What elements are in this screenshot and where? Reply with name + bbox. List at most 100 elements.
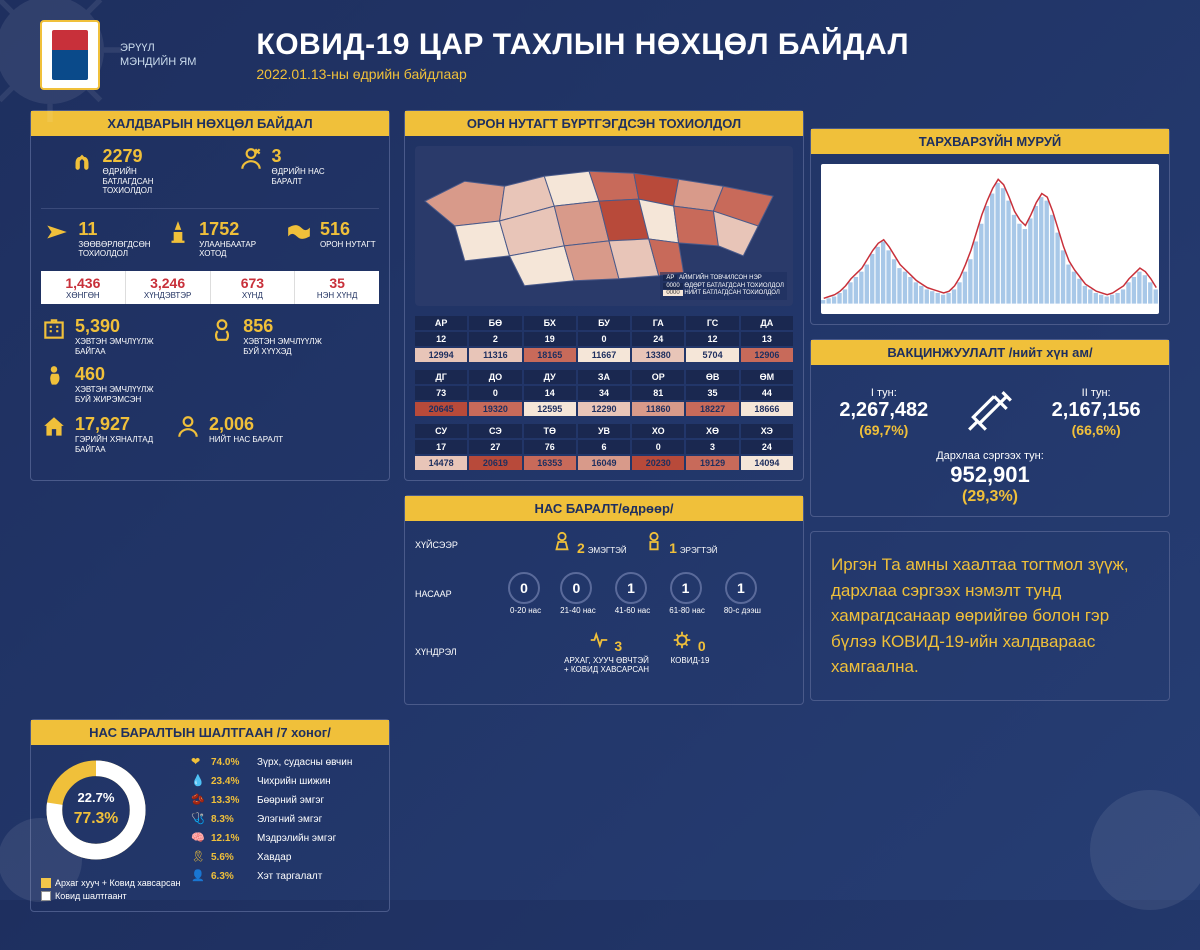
region-table: АРБӨБХБУГАГСДА12219024121312994113161816…	[415, 316, 793, 470]
heartbeat-icon	[588, 629, 610, 651]
stat-pregnant: 460ХЭВТЭН ЭМЧЛҮҮЛЖ БУЙ ЖИРЭМСЭН	[41, 364, 203, 404]
stat-ub: 1752УЛААНБААТАР ХОТОД	[165, 219, 279, 259]
region-daily: 0	[469, 386, 521, 400]
region-total: 11667	[578, 348, 630, 362]
region-total: 12595	[524, 402, 576, 416]
region-daily: 44	[741, 386, 793, 400]
cause-icon: 🎗	[191, 850, 205, 864]
cause-item: 🩺8.3%Элэгний эмгэг	[191, 812, 379, 826]
region-daily: 6	[578, 440, 630, 454]
vax-dose1: I тун: 2,267,482 (69,7%)	[839, 387, 928, 438]
region-daily: 19	[524, 332, 576, 346]
region-code: ОР	[632, 370, 684, 384]
region-total: 20645	[415, 402, 467, 416]
death-female: 2ЭМЭГТЭЙ	[551, 531, 627, 558]
vax-booster: Дархлаа сэргээх тун: 952,901 (29,3%)	[821, 450, 1159, 506]
region-code: БӨ	[469, 316, 521, 330]
region-code: ХЭ	[741, 424, 793, 438]
stat-rural: 516ОРОН НУТАГТ	[286, 219, 376, 259]
vaccination-title: ВАКЦИНЖУУЛАЛТ /нийт хүн ам/	[811, 340, 1169, 365]
cause-icon: 💧	[191, 774, 205, 788]
baby-icon	[209, 316, 235, 342]
region-code: ХО	[632, 424, 684, 438]
region-total: 18227	[686, 402, 738, 416]
severity-cell: 3,246ХҮНДЭВТЭР	[126, 271, 211, 304]
region-daily: 73	[415, 386, 467, 400]
death-covid-only: 0КОВИД-19	[668, 629, 710, 674]
message-text: Иргэн Та амны хаалтаа тогтмол зүүж, дарх…	[811, 532, 1169, 700]
region-daily: 17	[415, 440, 467, 454]
gov-emblem	[40, 20, 100, 90]
cause-icon: 👤	[191, 869, 205, 883]
region-code: СЭ	[469, 424, 521, 438]
region-daily: 13	[741, 332, 793, 346]
stat-imported: 11ЗӨӨВӨРЛӨГДСӨН ТОХИОЛДОЛ	[44, 219, 158, 259]
severity-cell: 35НЭН ХҮНД	[295, 271, 379, 304]
deaths-daily-panel: НАС БАРАЛТ/өдрөөр/ ХҮЙСЭЭР 2ЭМЭГТЭЙ 1ЭРЭ…	[404, 495, 804, 705]
date-subtitle: 2022.01.13-ны өдрийн байдлаар	[256, 66, 909, 82]
cause-icon: ❤	[191, 755, 205, 769]
region-daily: 2	[469, 332, 521, 346]
plane-icon	[44, 219, 70, 245]
region-daily: 12	[415, 332, 467, 346]
person-x-icon	[238, 146, 264, 172]
pregnant-icon	[41, 364, 67, 390]
death-causes-title: НАС БАРАЛТЫН ШАЛТГААН /7 хоног/	[31, 720, 389, 745]
region-total: 11860	[632, 402, 684, 416]
deaths-daily-title: НАС БАРАЛТ/өдрөөр/	[405, 496, 803, 521]
message-panel: Иргэн Та амны хаалтаа тогтмол зүүж, дарх…	[810, 531, 1170, 701]
region-code: ГС	[686, 316, 738, 330]
region-code: ӨМ	[741, 370, 793, 384]
cause-item: 🎗5.6%Хавдар	[191, 850, 379, 864]
person-x-icon	[175, 414, 201, 440]
home-icon	[41, 414, 67, 440]
region-total: 11316	[469, 348, 521, 362]
region-total: 20230	[632, 456, 684, 470]
region-code: БХ	[524, 316, 576, 330]
vaccination-panel: ВАКЦИНЖУУЛАЛТ /нийт хүн ам/ I тун: 2,267…	[810, 339, 1170, 517]
cause-item: 🧠12.1%Мэдрэлийн эмгэг	[191, 831, 379, 845]
region-daily: 14	[524, 386, 576, 400]
region-total: 19129	[686, 456, 738, 470]
stat-children: 856ХЭВТЭН ЭМЧЛҮҮЛЖ БУЙ ХҮҮХЭД	[209, 316, 371, 356]
cause-item: 🫘13.3%Бөөрний эмгэг	[191, 793, 379, 807]
age-item: 161-80 нас	[666, 572, 705, 615]
stat-hospitalized: 5,390ХЭВТЭН ЭМЧЛҮҮЛЖ БАЙГАА	[41, 316, 203, 356]
region-code: АР	[415, 316, 467, 330]
male-icon	[643, 531, 665, 553]
cause-icon: 🧠	[191, 831, 205, 845]
region-code: БУ	[578, 316, 630, 330]
region-code: ДО	[469, 370, 521, 384]
region-total: 16049	[578, 456, 630, 470]
age-item: 180-с дээш	[721, 572, 761, 615]
regions-panel: ОРОН НУТАГТ БҮРТГЭГДСЭН ТОХИОЛДОЛ	[404, 110, 804, 481]
region-code: УВ	[578, 424, 630, 438]
region-code: ХӨ	[686, 424, 738, 438]
region-total: 13380	[632, 348, 684, 362]
age-item: 141-60 нас	[612, 572, 651, 615]
virus-icon	[671, 629, 693, 651]
severity-cell: 1,436ХӨНГӨН	[41, 271, 126, 304]
region-daily: 3	[686, 440, 738, 454]
region-total: 16353	[524, 456, 576, 470]
region-total: 18666	[741, 402, 793, 416]
region-code: ДУ	[524, 370, 576, 384]
region-total: 12290	[578, 402, 630, 416]
death-male: 1ЭРЭГТЭЙ	[643, 531, 718, 558]
cause-icon: 🫘	[191, 793, 205, 807]
region-daily: 0	[632, 440, 684, 454]
mongolia-map: АР АЙМГИЙН ТОВЧИЛСОН НЭР 0000 ӨДӨРТ БАТЛ…	[415, 146, 793, 306]
region-daily: 27	[469, 440, 521, 454]
regions-title: ОРОН НУТАГТ БҮРТГЭГДСЭН ТОХИОЛДОЛ	[405, 111, 803, 136]
monument-icon	[165, 219, 191, 245]
stat-confirmed: 2279ӨДРИЙН БАТЛАГДСАН ТОХИОЛДОЛ	[69, 146, 183, 196]
stat-total-deaths: 2,006НИЙТ НАС БАРАЛТ	[175, 414, 283, 454]
stat-home: 17,927ГЭРИЙН ХЯНАЛТАД БАЙГАА	[41, 414, 155, 454]
region-code: ДА	[741, 316, 793, 330]
region-daily: 24	[632, 332, 684, 346]
region-total: 20619	[469, 456, 521, 470]
curve-panel-real: ТАРХВАРЗҮЙН МУРУЙ	[810, 128, 1170, 325]
region-code: ЗА	[578, 370, 630, 384]
region-daily: 0	[578, 332, 630, 346]
region-daily: 76	[524, 440, 576, 454]
